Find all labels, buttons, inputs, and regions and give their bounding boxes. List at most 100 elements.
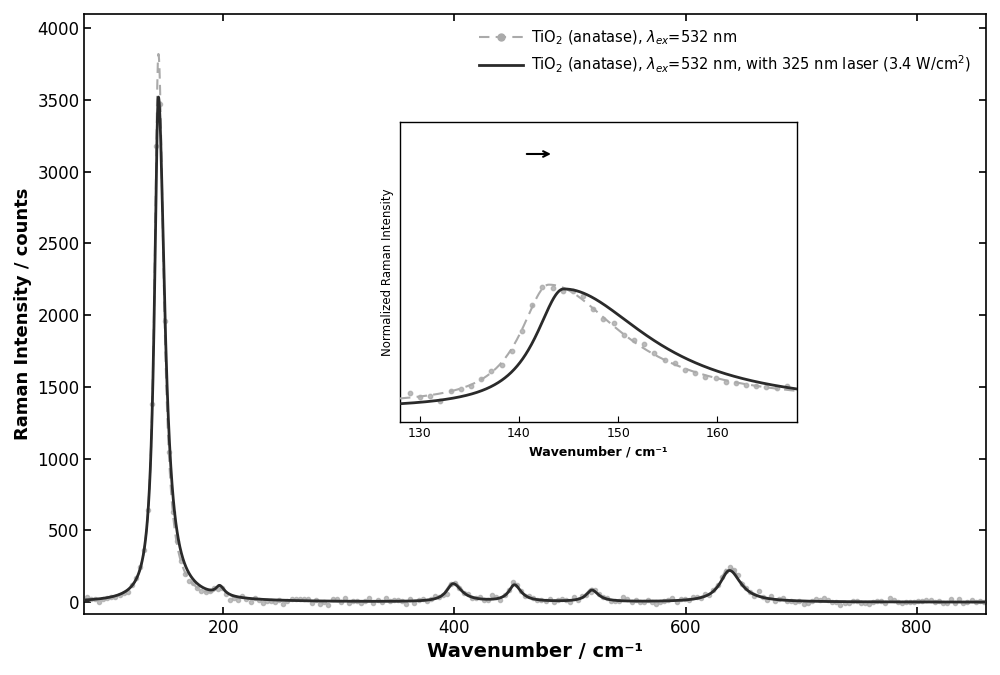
Point bbox=[603, 595, 619, 606]
Point bbox=[488, 591, 504, 602]
Point bbox=[578, 589, 594, 600]
Point bbox=[304, 597, 320, 608]
Point bbox=[910, 596, 926, 607]
Point bbox=[431, 591, 447, 602]
Point bbox=[861, 599, 877, 610]
Point bbox=[325, 594, 341, 605]
Point bbox=[165, 507, 181, 518]
Point bbox=[566, 592, 582, 603]
Point bbox=[824, 597, 840, 608]
Point bbox=[288, 594, 304, 605]
Point bbox=[480, 594, 496, 605]
Point bbox=[99, 593, 115, 603]
Point bbox=[959, 596, 975, 607]
Point bbox=[816, 593, 832, 604]
Point bbox=[804, 596, 820, 607]
Point bbox=[726, 565, 742, 576]
Point bbox=[738, 583, 754, 593]
Point bbox=[857, 597, 873, 608]
Point bbox=[284, 593, 300, 604]
Point bbox=[947, 597, 963, 608]
Point bbox=[722, 562, 738, 572]
Point bbox=[243, 597, 259, 608]
Point bbox=[951, 593, 967, 604]
Point bbox=[370, 595, 386, 605]
Point bbox=[161, 446, 177, 457]
Point bbox=[411, 595, 427, 605]
Point bbox=[689, 592, 705, 603]
Point bbox=[144, 399, 160, 410]
Point bbox=[275, 599, 291, 610]
Point bbox=[382, 595, 398, 606]
Point bbox=[361, 593, 377, 603]
Point bbox=[656, 595, 672, 606]
Point bbox=[832, 599, 848, 610]
Point bbox=[140, 504, 156, 515]
Point bbox=[751, 585, 767, 596]
Y-axis label: Raman Intensity / counts: Raman Intensity / counts bbox=[14, 188, 32, 440]
Point bbox=[714, 572, 730, 583]
Point bbox=[697, 588, 713, 599]
Point bbox=[533, 595, 549, 605]
Point bbox=[472, 592, 488, 603]
Point bbox=[193, 586, 209, 597]
Point bbox=[378, 593, 394, 603]
Point bbox=[615, 592, 631, 603]
Point bbox=[583, 587, 599, 597]
Point bbox=[718, 566, 734, 577]
Point bbox=[218, 589, 234, 599]
X-axis label: Wavenumber / cm⁻¹: Wavenumber / cm⁻¹ bbox=[427, 642, 643, 661]
Point bbox=[886, 595, 902, 605]
Point bbox=[759, 595, 775, 605]
Point bbox=[136, 545, 152, 556]
Point bbox=[685, 592, 701, 603]
Point bbox=[247, 593, 263, 603]
Point bbox=[869, 596, 885, 607]
Point bbox=[345, 596, 361, 607]
Point bbox=[607, 596, 623, 607]
Point bbox=[214, 583, 230, 594]
Point bbox=[320, 599, 336, 610]
Point bbox=[509, 579, 525, 590]
Point bbox=[210, 583, 226, 594]
Point bbox=[464, 592, 480, 603]
Point bbox=[964, 595, 980, 605]
Point bbox=[546, 596, 562, 607]
Point bbox=[513, 586, 529, 597]
Point bbox=[497, 590, 513, 601]
Point bbox=[800, 598, 816, 609]
Point bbox=[177, 569, 193, 580]
Point bbox=[968, 597, 984, 608]
Point bbox=[419, 596, 435, 607]
Point bbox=[693, 593, 709, 604]
Point bbox=[329, 593, 345, 604]
Point bbox=[611, 595, 627, 606]
Point bbox=[599, 593, 615, 603]
Point bbox=[230, 594, 246, 605]
Point bbox=[456, 588, 472, 599]
Point bbox=[79, 591, 95, 602]
Point bbox=[189, 583, 205, 593]
Point bbox=[931, 596, 947, 607]
Point bbox=[906, 597, 922, 608]
Point bbox=[423, 594, 439, 605]
Point bbox=[595, 592, 611, 603]
Point bbox=[83, 593, 99, 604]
Point bbox=[357, 595, 373, 606]
Point bbox=[116, 588, 132, 599]
Point bbox=[939, 597, 955, 608]
Point bbox=[902, 596, 918, 607]
Point bbox=[460, 589, 476, 599]
Point bbox=[132, 562, 148, 572]
Point bbox=[296, 594, 312, 605]
Point bbox=[292, 593, 308, 604]
Point bbox=[914, 595, 930, 606]
Point bbox=[406, 598, 422, 609]
Point bbox=[234, 591, 250, 602]
Point bbox=[681, 594, 697, 605]
Point bbox=[628, 595, 644, 605]
Point bbox=[779, 596, 795, 607]
Point bbox=[259, 596, 275, 607]
Point bbox=[808, 594, 824, 605]
Point bbox=[439, 589, 455, 599]
